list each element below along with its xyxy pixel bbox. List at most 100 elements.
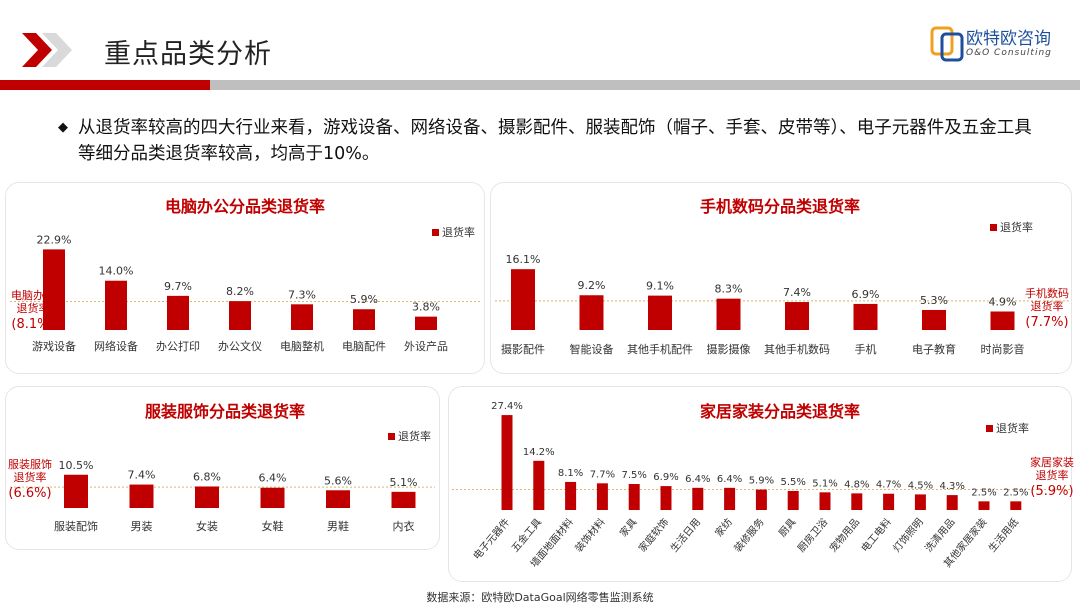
chart-title: 家居家装分品类退货率 <box>700 402 860 421</box>
data-label: 4.5% <box>908 480 933 491</box>
data-label: 14.2% <box>523 447 555 458</box>
bar <box>1010 501 1022 510</box>
page-title: 重点品类分析 <box>104 39 272 70</box>
category-label: 电工电料 <box>858 516 894 555</box>
logo-text: 欧特欧咨询 <box>966 29 1051 49</box>
bar <box>167 295 189 330</box>
category-label: 游戏设备 <box>32 339 76 353</box>
bar <box>596 483 608 510</box>
data-label: 8.1% <box>558 468 583 479</box>
category-label: 智能设备 <box>570 342 614 356</box>
data-label: 9.2% <box>578 279 606 292</box>
bar <box>660 486 672 510</box>
bar <box>291 304 313 330</box>
category-label: 其他手机配件 <box>627 342 693 356</box>
data-label: 2.5% <box>971 487 996 498</box>
bar <box>565 481 577 510</box>
data-label: 5.5% <box>780 477 805 488</box>
bar <box>415 316 437 330</box>
bar <box>819 492 831 510</box>
bar <box>851 493 863 510</box>
logo-icon <box>930 26 964 62</box>
panel-apparel <box>5 386 440 550</box>
category-label: 电子教育 <box>912 342 956 356</box>
header-rule <box>210 80 1080 90</box>
data-label: 7.7% <box>590 469 615 480</box>
panel-computer-office <box>5 182 485 374</box>
bar <box>946 495 958 510</box>
legend-swatch <box>388 433 395 440</box>
category-label: 摄影摄像 <box>707 342 751 356</box>
bar <box>914 494 926 510</box>
legend-swatch <box>432 229 439 236</box>
data-label: 6.9% <box>653 472 678 483</box>
data-label: 8.2% <box>226 285 254 298</box>
data-label: 5.3% <box>920 294 948 307</box>
data-label: 5.9% <box>749 476 774 487</box>
average-label: 退货率 <box>17 301 50 315</box>
bar <box>755 489 767 510</box>
bar <box>353 309 375 330</box>
data-label: 10.5% <box>59 459 94 472</box>
data-label: 16.1% <box>506 253 541 266</box>
average-label: 家居家装 <box>1030 455 1074 469</box>
chart-title: 服装服饰分品类退货率 <box>145 402 305 421</box>
data-label: 7.4% <box>783 286 811 299</box>
category-label: 女装 <box>196 519 218 533</box>
bar <box>533 460 545 510</box>
data-label: 7.3% <box>288 288 316 301</box>
logo-subtitle: O&O Consulting <box>966 48 1052 58</box>
legend-label: 退货率 <box>398 429 431 443</box>
category-label: 生活日用 <box>667 516 703 555</box>
panel-mobile-digital <box>490 182 1072 374</box>
data-label: 7.5% <box>621 470 646 481</box>
category-label: 手机 <box>855 342 877 356</box>
category-label: 电脑配件 <box>342 340 386 353</box>
chart-title: 电脑办公分品类退货率 <box>165 197 325 216</box>
category-label: 电子元器件 <box>470 516 512 563</box>
average-label: 服装服饰 <box>8 457 52 471</box>
data-label: 6.4% <box>685 474 710 485</box>
legend-swatch <box>990 224 997 231</box>
data-label: 7.4% <box>128 469 156 482</box>
category-label: 装饰材料 <box>572 516 608 555</box>
summary-text: 从退货率较高的四大行业来看，游戏设备、网络设备、摄影配件、服装配饰（帽子、手套、… <box>78 118 1032 164</box>
bar <box>883 493 895 510</box>
data-label: 4.9% <box>989 295 1017 308</box>
bar <box>64 474 88 508</box>
average-label: 退货率 <box>14 470 47 484</box>
bar <box>724 487 736 510</box>
data-label: 9.7% <box>164 280 192 293</box>
category-label: 装修服务 <box>731 516 767 555</box>
data-label: 6.8% <box>193 470 221 483</box>
bar <box>978 501 990 510</box>
category-label: 服装配饰 <box>54 519 98 533</box>
category-label: 男装 <box>131 520 153 533</box>
data-label: 5.1% <box>812 478 837 489</box>
bar <box>391 491 416 508</box>
bar <box>195 486 219 508</box>
data-label: 2.5% <box>1003 487 1028 498</box>
category-label: 家庭软饰 <box>636 516 672 555</box>
bar <box>579 295 604 330</box>
category-label: 家具 <box>617 516 640 540</box>
category-label: 其他手机数码 <box>764 342 830 356</box>
average-value: (5.9%) <box>1030 484 1073 499</box>
bar <box>692 487 704 510</box>
data-label: 22.9% <box>37 233 72 246</box>
category-label: 洗清用品 <box>922 516 958 555</box>
category-label: 电脑整机 <box>280 339 324 353</box>
category-label: 宠物用品 <box>826 516 862 555</box>
bar <box>43 249 65 330</box>
legend-label: 退货率 <box>442 225 475 239</box>
data-label: 6.4% <box>259 472 287 485</box>
category-label: 网络设备 <box>94 339 138 353</box>
chart-title: 手机数码分品类退货率 <box>700 197 860 216</box>
average-value: (7.7%) <box>1025 315 1068 330</box>
category-label: 厨具 <box>776 516 798 539</box>
bar <box>787 490 799 510</box>
header-rule-accent <box>0 80 210 90</box>
source-note: 数据来源：欧特欧DataGoal网络零售监测系统 <box>426 591 654 604</box>
bar <box>229 301 251 330</box>
